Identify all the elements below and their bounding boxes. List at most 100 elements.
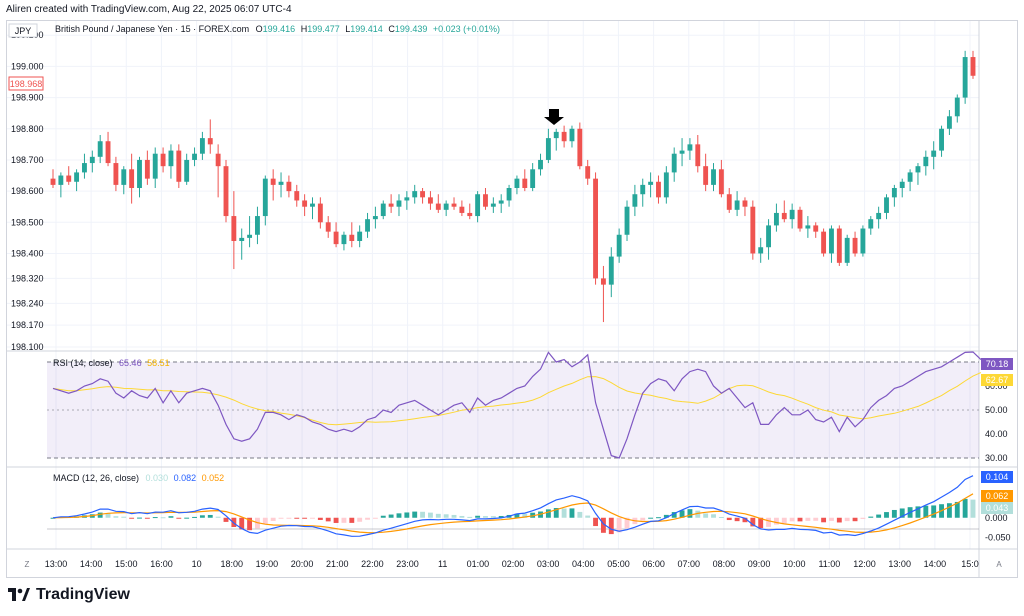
candle-body[interactable]: [561, 131, 567, 142]
candle-body[interactable]: [74, 172, 80, 182]
chart-frame[interactable]: 199.100199.000198.900198.800198.700198.6…: [6, 20, 1018, 578]
candle-body[interactable]: [129, 169, 135, 188]
candle-body[interactable]: [152, 153, 158, 179]
candle-body[interactable]: [483, 194, 488, 207]
candle-body[interactable]: [789, 209, 795, 220]
candle-body[interactable]: [286, 181, 292, 192]
candle-body[interactable]: [773, 212, 779, 226]
candle-body[interactable]: [711, 169, 716, 185]
candle-body[interactable]: [357, 231, 363, 241]
candle-body[interactable]: [663, 172, 669, 198]
candle-body[interactable]: [899, 181, 905, 188]
candle-body[interactable]: [396, 200, 402, 207]
candle-body[interactable]: [522, 178, 528, 188]
candle-body[interactable]: [420, 191, 426, 198]
candle-body[interactable]: [372, 216, 378, 220]
candle-body[interactable]: [184, 159, 190, 182]
candle-body[interactable]: [600, 278, 606, 285]
candle-body[interactable]: [538, 159, 543, 170]
candle-body[interactable]: [231, 216, 237, 241]
candle-body[interactable]: [50, 178, 56, 185]
candle-body[interactable]: [687, 144, 693, 151]
candle-body[interactable]: [923, 156, 929, 167]
candle-body[interactable]: [530, 169, 536, 188]
candle-body[interactable]: [734, 200, 740, 210]
candle-body[interactable]: [813, 225, 819, 232]
candle-body[interactable]: [884, 197, 889, 213]
candle-body[interactable]: [962, 57, 968, 98]
candle-body[interactable]: [648, 181, 654, 185]
candle-body[interactable]: [239, 237, 245, 241]
candle-body[interactable]: [970, 57, 976, 76]
candle-body[interactable]: [829, 228, 834, 254]
timezone-button[interactable]: Z: [25, 560, 30, 569]
candle-body[interactable]: [341, 234, 347, 245]
candle-body[interactable]: [176, 150, 182, 182]
candle-body[interactable]: [758, 247, 764, 254]
candle-body[interactable]: [608, 256, 614, 285]
candle-body[interactable]: [247, 234, 253, 238]
candle-body[interactable]: [624, 206, 630, 235]
candle-body[interactable]: [82, 163, 87, 173]
candle-body[interactable]: [144, 159, 150, 179]
candle-body[interactable]: [656, 181, 661, 198]
candle-body[interactable]: [121, 169, 127, 185]
candle-body[interactable]: [270, 178, 276, 185]
macd-pane[interactable]: 0.1000.0500.000-0.050 MACD (12, 26, clos…: [47, 471, 1013, 542]
candle-body[interactable]: [506, 188, 512, 201]
candle-body[interactable]: [939, 128, 944, 151]
candle-body[interactable]: [443, 203, 449, 210]
candle-body[interactable]: [333, 231, 339, 245]
candle-body[interactable]: [105, 141, 111, 164]
candle-body[interactable]: [907, 172, 913, 182]
candle-body[interactable]: [223, 166, 229, 217]
candle-body[interactable]: [317, 203, 323, 223]
chart-canvas[interactable]: 199.100199.000198.900198.800198.700198.6…: [7, 21, 1017, 577]
candle-body[interactable]: [836, 228, 842, 263]
candle-body[interactable]: [310, 203, 315, 207]
candle-body[interactable]: [459, 206, 465, 213]
candle-body[interactable]: [616, 234, 622, 257]
candle-body[interactable]: [349, 234, 355, 241]
rsi-legend[interactable]: RSI (14, close) 65.46 58.51: [53, 358, 170, 368]
candle-body[interactable]: [726, 194, 732, 210]
candle-body[interactable]: [412, 191, 418, 198]
candle-body[interactable]: [97, 141, 103, 157]
macd-signal-line[interactable]: [52, 493, 974, 534]
candle-body[interactable]: [113, 163, 119, 185]
candle-body[interactable]: [467, 212, 473, 217]
candle-body[interactable]: [255, 216, 260, 235]
auto-scale-button[interactable]: A: [996, 560, 1002, 569]
candle-body[interactable]: [427, 197, 433, 204]
candle-body[interactable]: [569, 128, 575, 142]
candle-body[interactable]: [380, 203, 386, 217]
candle-body[interactable]: [302, 200, 308, 207]
candle-body[interactable]: [89, 156, 95, 164]
candle-body[interactable]: [137, 159, 142, 188]
candle-body[interactable]: [679, 150, 685, 154]
candle-body[interactable]: [703, 166, 709, 185]
candle-body[interactable]: [946, 116, 952, 129]
rsi-ma-line[interactable]: [52, 372, 982, 426]
candle-body[interactable]: [475, 194, 481, 217]
candle-body[interactable]: [215, 153, 221, 167]
candle-body[interactable]: [66, 175, 72, 182]
candle-body[interactable]: [915, 166, 921, 173]
candle-body[interactable]: [325, 222, 331, 232]
candle-body[interactable]: [781, 212, 787, 220]
rsi-line[interactable]: [52, 351, 982, 459]
tradingview-logo[interactable]: TradingView: [8, 586, 130, 604]
candle-body[interactable]: [766, 225, 771, 248]
candle-body[interactable]: [844, 237, 850, 263]
candle-body[interactable]: [640, 184, 646, 195]
candle-body[interactable]: [514, 178, 520, 188]
candle-body[interactable]: [58, 175, 64, 185]
candle-body[interactable]: [718, 169, 724, 195]
time-axis[interactable]: 13:00 14:00 15:00 16:00 10 18:00 19:00 20:00 21:…: [45, 559, 979, 569]
candle-body[interactable]: [868, 219, 874, 229]
candle-body[interactable]: [632, 194, 638, 207]
candle-body[interactable]: [585, 166, 591, 179]
candle-body[interactable]: [451, 203, 457, 207]
candle-body[interactable]: [860, 228, 866, 254]
